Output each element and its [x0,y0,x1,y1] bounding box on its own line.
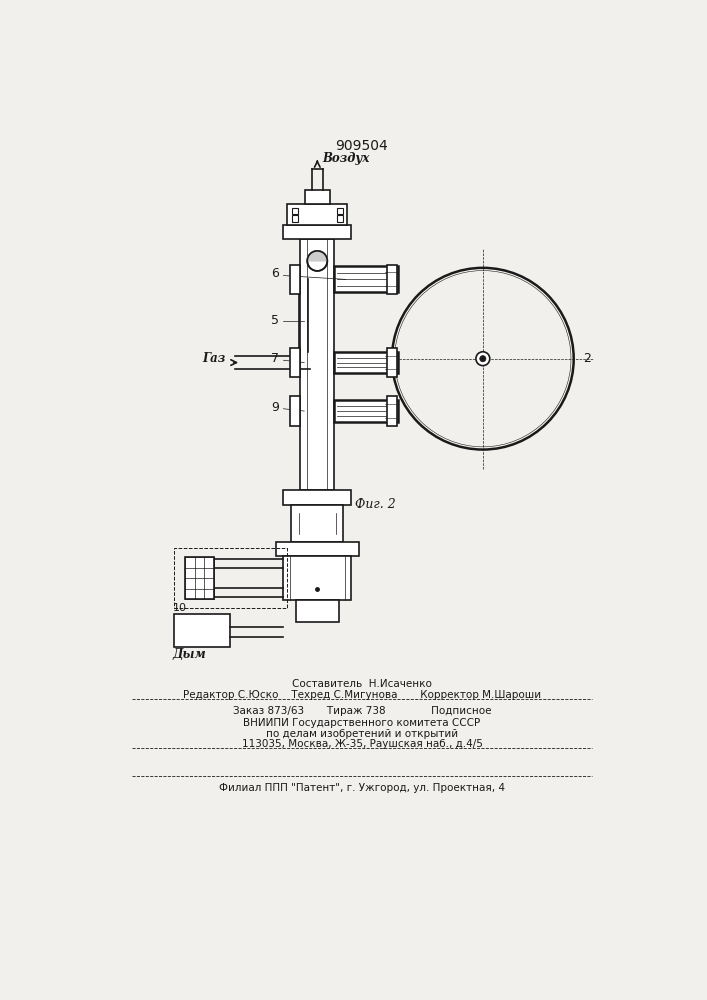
Circle shape [308,251,327,271]
Text: Составитель  Н.Исаченко: Составитель Н.Исаченко [292,679,432,689]
Text: 7: 7 [271,352,279,365]
Bar [174,548,287,608]
Bar [284,225,351,239]
Bar [174,614,230,647]
Bar [291,505,344,542]
Text: 10: 10 [173,603,187,613]
Bar [337,215,343,222]
Bar [296,600,339,622]
Text: Газ: Газ [202,352,226,365]
Circle shape [480,356,486,362]
Text: 909504: 909504 [336,139,388,153]
Bar [334,352,398,373]
Bar [291,348,300,377]
Text: 5: 5 [271,314,279,327]
Text: Филиал ППП "Патент", г. Ужгород, ул. Проектная, 4: Филиал ППП "Патент", г. Ужгород, ул. Про… [219,783,505,793]
Polygon shape [308,251,327,261]
Bar [284,556,351,600]
Bar [334,266,398,292]
Circle shape [476,352,490,366]
Text: 9: 9 [271,401,279,414]
Text: 6: 6 [271,267,279,280]
Bar [287,204,347,225]
Bar [185,557,214,599]
Text: Фиг. 2: Фиг. 2 [355,498,395,512]
Bar [387,396,397,426]
Bar [387,265,397,294]
Bar [305,190,329,204]
Text: Воздух: Воздух [322,152,369,165]
Bar [292,215,298,222]
Text: 113035, Москва, Ж-35, Раушская наб., д.4/5: 113035, Москва, Ж-35, Раушская наб., д.4… [242,739,482,749]
Text: Заказ 873/63       Тираж 738              Подписное: Заказ 873/63 Тираж 738 Подписное [233,706,491,716]
Bar [284,490,351,505]
Text: по делам изобретений и открытий: по делам изобретений и открытий [266,729,458,739]
Bar [292,208,298,214]
Bar [334,400,398,422]
Bar [291,396,300,426]
Bar [291,265,300,294]
Bar [337,208,343,214]
Bar [276,542,359,556]
Text: 2: 2 [583,352,591,365]
Text: Дым: Дым [173,648,206,661]
Text: Редактор С.Юско    Техред С.Мигунова       Корректор М.Шароши: Редактор С.Юско Техред С.Мигунова Коррек… [183,690,541,700]
Text: ВНИИПИ Государственного комитета СССР: ВНИИПИ Государственного комитета СССР [243,718,481,728]
Bar [300,239,334,490]
Bar [387,348,397,377]
